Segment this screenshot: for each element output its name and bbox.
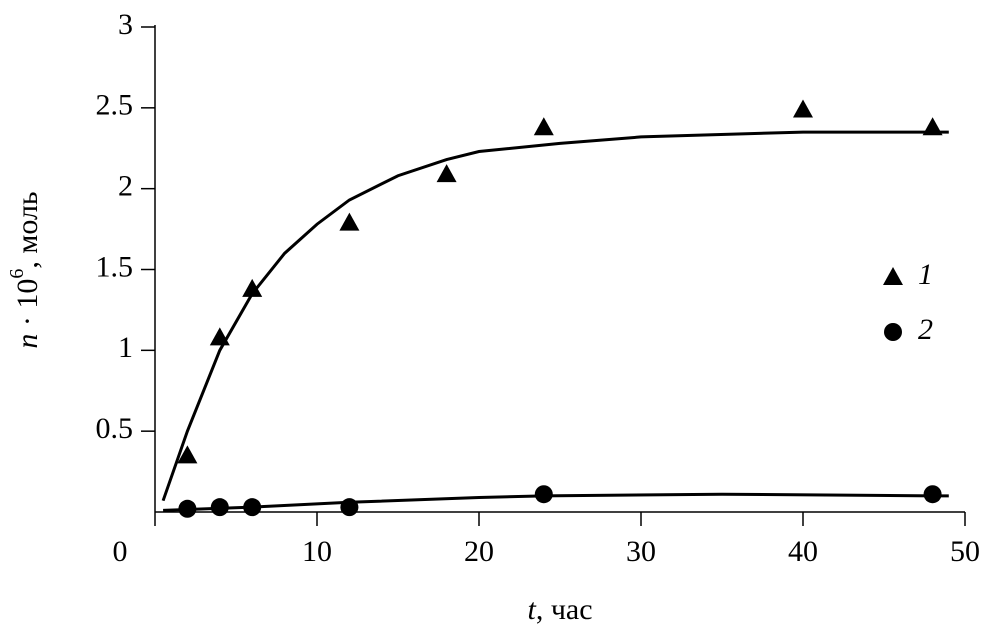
x-axis-label: t, час (527, 593, 592, 626)
triangle-marker (533, 117, 554, 136)
y-tick-label: 1.5 (96, 250, 134, 283)
triangle-marker (339, 212, 360, 231)
triangle-marker (922, 117, 943, 136)
legend-marker (883, 267, 903, 285)
circle-marker (534, 485, 553, 504)
circle-marker (210, 498, 229, 517)
x-tick-label: 50 (950, 535, 980, 568)
y-tick-label: 0.5 (96, 412, 134, 445)
y-tick-label: 3 (118, 8, 133, 41)
y-tick-label: 1 (118, 331, 133, 364)
triangle-marker (242, 278, 263, 297)
y-axis-label: n · 106, моль (6, 191, 44, 348)
y-tick-label: 2 (118, 170, 133, 203)
legend-label: 1 (918, 258, 933, 291)
triangle-marker (209, 327, 230, 346)
circle-marker (243, 498, 262, 517)
y-tick-label: 2.5 (96, 89, 134, 122)
triangle-marker (793, 99, 813, 118)
x-tick-label: 40 (788, 535, 818, 568)
circle-marker (923, 485, 942, 504)
legend-label: 2 (918, 313, 933, 346)
x-tick-label: 0 (113, 535, 128, 568)
fit-curve (161, 130, 949, 502)
fit-curve (163, 492, 949, 512)
triangle-marker (436, 164, 457, 183)
x-tick-label: 20 (464, 535, 494, 568)
triangle-marker (177, 445, 198, 464)
legend-marker (884, 323, 902, 341)
x-tick-label: 30 (626, 535, 656, 568)
circle-marker (178, 499, 197, 518)
x-tick-label: 10 (302, 535, 332, 568)
circle-marker (340, 498, 359, 517)
